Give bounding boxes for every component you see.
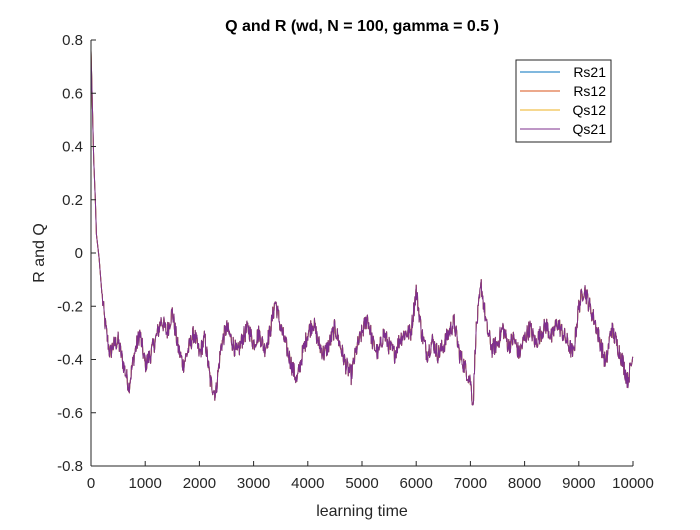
x-tick-label: 0	[87, 475, 95, 492]
x-tick-label: 9000	[562, 475, 595, 492]
y-tick-label: 0.4	[62, 139, 83, 156]
chart-title: Q and R (wd, N = 100, gamma = 0.5 )	[225, 18, 499, 35]
y-axis-label: R and Q	[31, 223, 48, 283]
x-tick-label: 6000	[400, 475, 433, 492]
y-tick-label: -0.8	[57, 458, 83, 475]
x-tick-label: 10000	[612, 475, 654, 492]
x-tick-label: 1000	[129, 475, 162, 492]
y-tick-label: 0.6	[62, 85, 83, 102]
y-tick-label: -0.2	[57, 298, 83, 315]
y-tick-label: 0.8	[62, 32, 83, 49]
legend-label-rs21: Rs21	[573, 64, 606, 80]
x-tick-label: 2000	[183, 475, 216, 492]
legend-label-rs12: Rs12	[573, 83, 606, 99]
x-tick-label: 8000	[508, 475, 541, 492]
legend: Rs21 Rs12 Qs12 Qs21	[515, 59, 612, 143]
legend-label-qs21: Qs21	[573, 121, 607, 137]
y-tick-label: 0	[75, 245, 83, 262]
y-tick-label: 0.2	[62, 192, 83, 209]
axes-group: 0 1000 2000 3000 4000 5000 6000 7000 8000 9000 100…	[57, 32, 654, 492]
series-line-qs21	[90, 50, 634, 406]
y-tick-label: -0.4	[57, 352, 83, 369]
legend-box	[515, 59, 612, 143]
y-tick-label: -0.6	[57, 405, 83, 422]
x-axis-label: learning time	[316, 503, 408, 520]
x-tick-label: 4000	[291, 475, 324, 492]
x-tick-label: 7000	[454, 475, 487, 492]
x-tick-label: 5000	[345, 475, 378, 492]
legend-label-qs12: Qs12	[573, 102, 607, 118]
series-group	[90, 50, 634, 406]
x-tick-label: 3000	[237, 475, 270, 492]
